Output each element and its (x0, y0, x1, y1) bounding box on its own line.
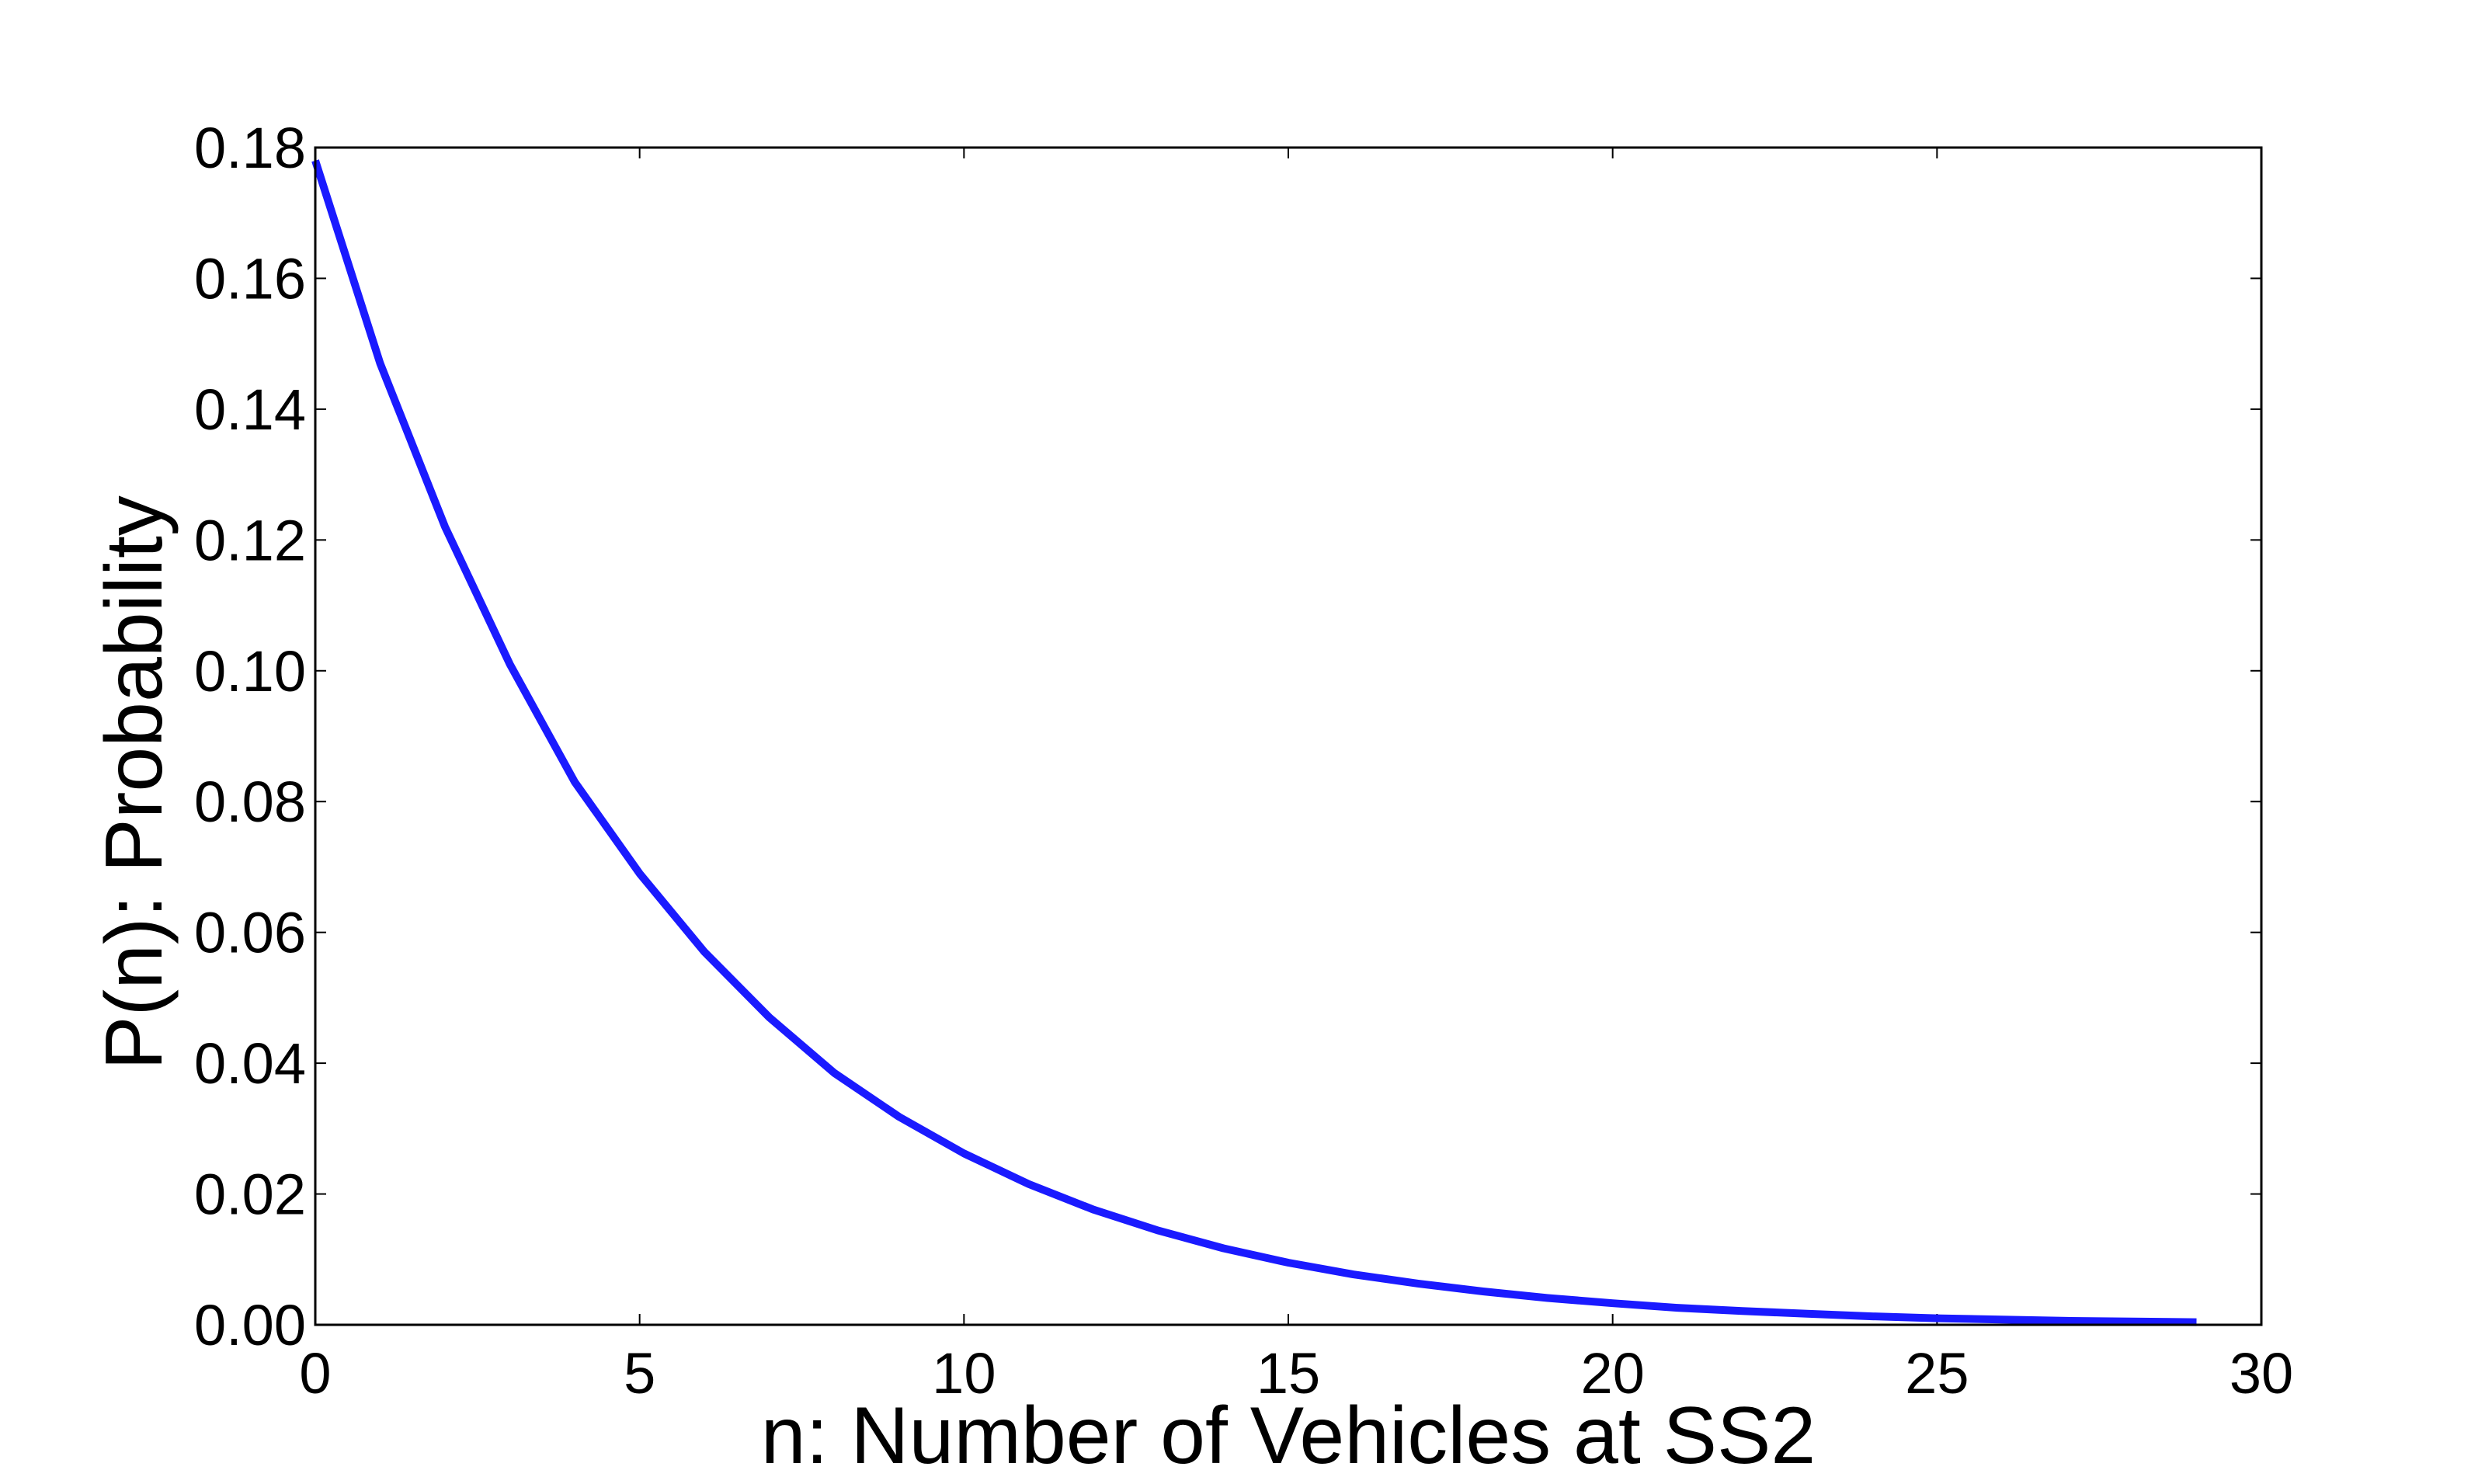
y-tick-label: 0.14 (194, 377, 306, 442)
y-tick-label: 0.18 (194, 116, 306, 180)
x-tick-label: 30 (2230, 1341, 2293, 1406)
y-axis-title: P(n): Probability (89, 495, 179, 1070)
y-tick-label: 0.00 (194, 1293, 306, 1357)
x-tick-label: 0 (299, 1341, 331, 1406)
y-tick-label: 0.12 (194, 508, 306, 572)
x-axis-title: n: Number of Vehicles at SS2 (761, 1391, 1816, 1481)
series-layer (311, 159, 2197, 1326)
y-tick-label: 0.10 (194, 639, 306, 704)
series-line-0 (311, 159, 2197, 1326)
x-tick-label: 15 (1256, 1341, 1320, 1406)
plot-area-frame (314, 146, 2263, 1326)
y-tick-label: 0.16 (194, 246, 306, 311)
x-tick-label: 10 (932, 1341, 996, 1406)
y-tick-label: 0.08 (194, 770, 306, 834)
x-tick-label: 25 (1905, 1341, 1969, 1406)
labels-layer: 0 5 10 15 20 25 30 0.00 0.02 0.04 0.06 0.08 0.10 0.12… (194, 116, 2293, 1406)
y-tick-label: 0.04 (194, 1031, 306, 1096)
x-tick-label: 5 (624, 1341, 655, 1406)
y-tick-label: 0.02 (194, 1163, 306, 1227)
ticks-layer (315, 147, 2262, 1326)
x-tick-label: 20 (1581, 1341, 1645, 1406)
y-tick-label: 0.06 (194, 901, 306, 965)
